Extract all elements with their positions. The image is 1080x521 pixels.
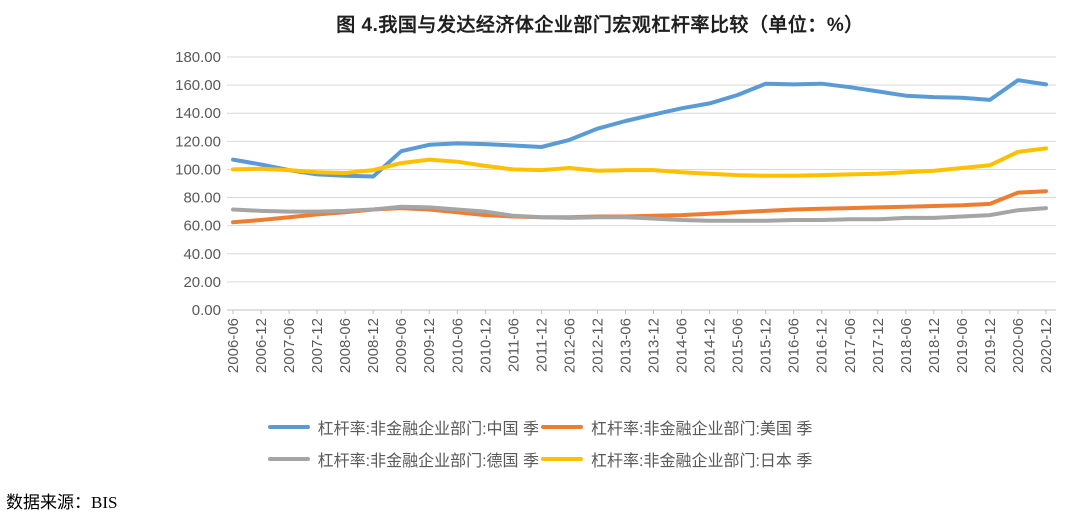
- legend-item-usa: 杠杆率:非金融企业部门:美国 季: [541, 415, 812, 439]
- chart-title: 图 4.我国与发达经济体企业部门宏观杠杆率比较（单位：%）: [336, 15, 864, 36]
- svg-text:140.00: 140.00: [175, 105, 221, 122]
- svg-text:100.00: 100.00: [175, 161, 221, 178]
- svg-text:2018-12: 2018-12: [926, 318, 943, 373]
- svg-text:2016-06: 2016-06: [786, 318, 803, 373]
- chart-legend: 杠杆率:非金融企业部门:中国 季 杠杆率:非金融企业部门:美国 季 杠杆率:非金…: [0, 411, 1080, 475]
- svg-text:2008-06: 2008-06: [337, 318, 354, 373]
- legend-item-china: 杠杆率:非金融企业部门:中国 季: [267, 415, 539, 439]
- legend-row-2: 杠杆率:非金融企业部门:德国 季 杠杆率:非金融企业部门:日本 季: [0, 443, 1080, 475]
- svg-text:2006-06: 2006-06: [225, 318, 242, 373]
- svg-text:2017-06: 2017-06: [842, 318, 859, 373]
- svg-text:2015-06: 2015-06: [730, 318, 747, 373]
- svg-text:180.00: 180.00: [175, 49, 221, 66]
- svg-text:2020-06: 2020-06: [1010, 318, 1027, 373]
- svg-text:2016-12: 2016-12: [814, 318, 831, 373]
- usa-line-swatch: [541, 425, 583, 429]
- svg-text:2015-12: 2015-12: [758, 318, 775, 373]
- china-line-swatch: [267, 425, 310, 429]
- legend-item-germany: 杠杆率:非金融企业部门:德国 季: [267, 447, 539, 471]
- legend-item-japan: 杠杆率:非金融企业部门:日本 季: [541, 447, 812, 471]
- svg-text:2006-12: 2006-12: [253, 318, 270, 373]
- svg-text:2019-06: 2019-06: [954, 318, 971, 373]
- line-chart: 180.00 160.00 140.00 120.00 100.00 80.00 60.00…: [175, 49, 1056, 373]
- svg-text:2007-06: 2007-06: [281, 318, 298, 373]
- svg-text:2009-06: 2009-06: [393, 318, 410, 373]
- svg-text:2011-12: 2011-12: [533, 318, 550, 372]
- svg-text:0.00: 0.00: [192, 302, 221, 319]
- svg-text:2008-12: 2008-12: [365, 318, 382, 373]
- svg-text:20.00: 20.00: [183, 274, 221, 291]
- svg-text:2014-06: 2014-06: [674, 318, 691, 373]
- germany-line-swatch: [267, 457, 310, 461]
- svg-text:40.00: 40.00: [183, 246, 221, 263]
- legend-label-germany: 杠杆率:非金融企业部门:德国 季: [317, 453, 539, 470]
- svg-text:2012-12: 2012-12: [589, 318, 606, 373]
- japan-line-swatch: [541, 457, 583, 461]
- svg-text:2013-06: 2013-06: [617, 318, 634, 373]
- svg-text:2012-06: 2012-06: [561, 318, 578, 373]
- svg-text:2010-12: 2010-12: [477, 318, 494, 373]
- svg-text:2014-12: 2014-12: [702, 318, 719, 373]
- svg-text:2010-06: 2010-06: [449, 318, 466, 373]
- svg-text:160.00: 160.00: [175, 77, 221, 94]
- svg-text:2018-06: 2018-06: [898, 318, 915, 373]
- svg-text:2009-12: 2009-12: [421, 318, 438, 373]
- legend-label-usa: 杠杆率:非金融企业部门:美国 季: [591, 421, 813, 438]
- svg-text:2013-12: 2013-12: [646, 318, 663, 373]
- svg-text:80.00: 80.00: [183, 190, 221, 207]
- svg-text:60.00: 60.00: [183, 218, 221, 235]
- legend-label-japan: 杠杆率:非金融企业部门:日本 季: [591, 453, 813, 470]
- svg-text:120.00: 120.00: [175, 133, 221, 150]
- svg-text:2017-12: 2017-12: [870, 318, 887, 373]
- source-note: 数据来源：BIS: [6, 493, 118, 512]
- svg-text:2007-12: 2007-12: [309, 318, 326, 373]
- svg-text:2011-06: 2011-06: [505, 318, 522, 372]
- svg-text:2019-12: 2019-12: [982, 318, 999, 373]
- legend-label-china: 杠杆率:非金融企业部门:中国 季: [317, 421, 539, 438]
- svg-text:2020-12: 2020-12: [1038, 318, 1055, 373]
- legend-row-1: 杠杆率:非金融企业部门:中国 季 杠杆率:非金融企业部门:美国 季: [0, 411, 1080, 443]
